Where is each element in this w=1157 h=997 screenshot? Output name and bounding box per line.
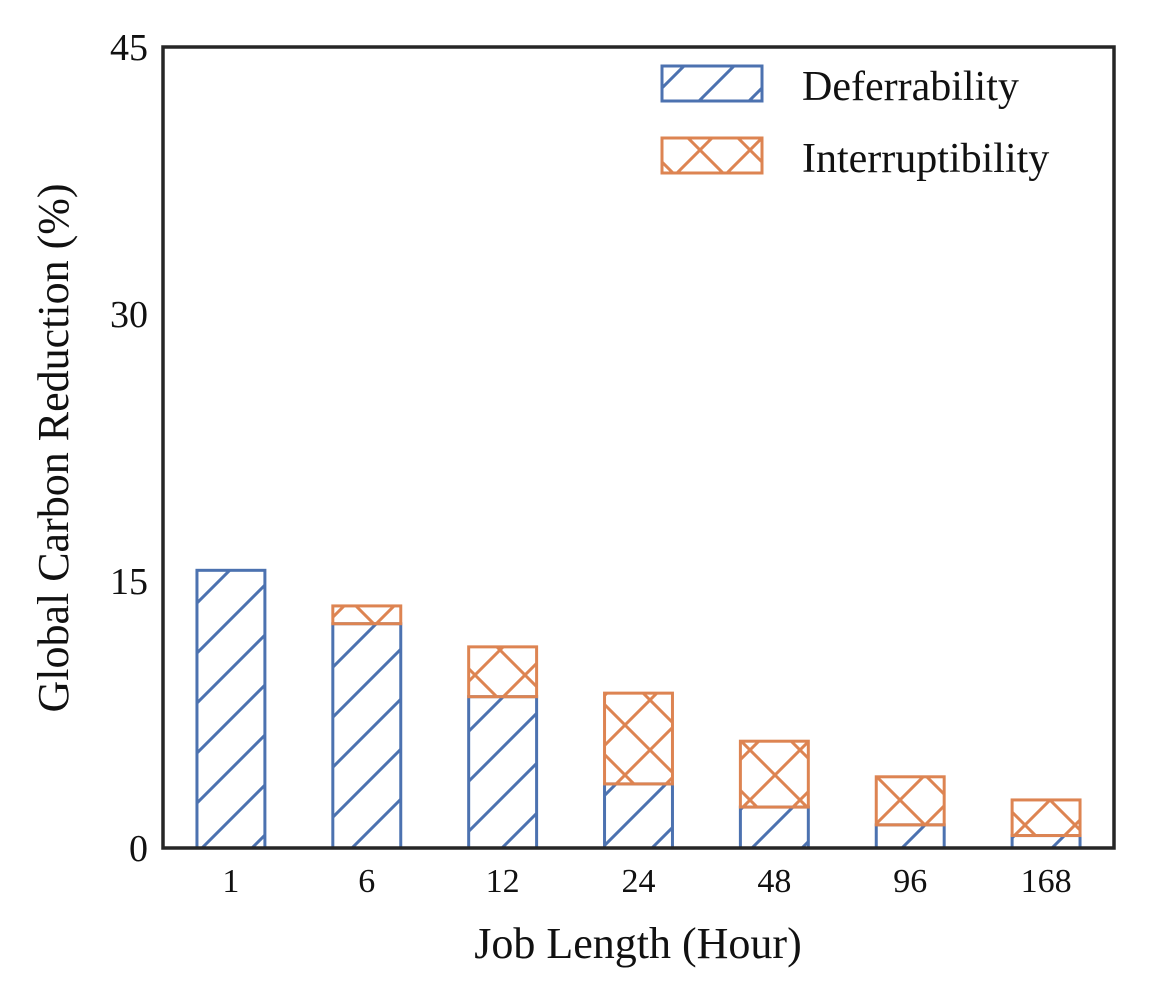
legend-swatch-deferrability [660, 64, 764, 103]
x-axis-ticks: 1 6 12 24 48 96 168 [222, 863, 1071, 900]
y-tick-label: 15 [110, 561, 148, 603]
y-axis-title: Global Carbon Reduction (%) [29, 183, 78, 712]
bar-interruptibility-12 [467, 645, 539, 699]
bar-deferrability-12 [467, 695, 539, 850]
x-tick-label: 6 [358, 863, 375, 900]
bar-deferrability-1 [195, 568, 267, 850]
bar-deferrability-96 [874, 823, 946, 850]
bars-group [195, 568, 1082, 850]
bar-interruptibility-48 [738, 739, 810, 809]
x-tick-label: 48 [757, 863, 791, 900]
y-tick-label: 0 [129, 828, 148, 870]
x-tick-label: 168 [1021, 863, 1072, 900]
bar-interruptibility-96 [874, 775, 946, 827]
bar-deferrability-168 [1010, 834, 1082, 850]
x-tick-label: 12 [486, 863, 520, 900]
bar-deferrability-24 [603, 782, 674, 850]
bar-interruptibility-24 [603, 691, 674, 786]
x-tick-label: 24 [622, 863, 656, 900]
x-tick-label: 1 [222, 863, 239, 900]
bar-deferrability-48 [738, 805, 810, 850]
bar-deferrability-6 [331, 622, 403, 850]
legend-label-deferrability: Deferrability [802, 64, 1019, 110]
legend-swatch-interruptibility [660, 136, 764, 175]
plot-frame [161, 45, 1116, 850]
legend-label-interruptibility: Interruptibility [802, 136, 1049, 182]
legend: Deferrability Interruptibility [660, 64, 1049, 182]
bar-interruptibility-6 [331, 604, 403, 626]
y-axis-ticks: 0 15 30 45 [110, 27, 148, 870]
y-tick-label: 45 [110, 27, 148, 69]
x-tick-label: 96 [893, 863, 927, 900]
bar-interruptibility-168 [1010, 798, 1082, 838]
y-tick-label: 30 [110, 294, 148, 336]
x-axis-title: Job Length (Hour) [474, 919, 802, 968]
